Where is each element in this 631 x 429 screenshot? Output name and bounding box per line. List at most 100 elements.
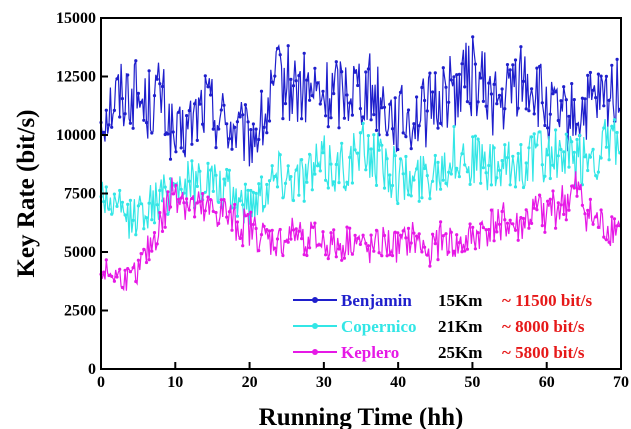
data-point [195,184,199,188]
data-point [310,225,314,229]
x-tick-label: 10 [167,374,183,391]
data-point [289,175,293,179]
data-point [425,109,429,113]
data-point [350,113,354,117]
data-point [187,208,191,212]
data-point [396,147,400,152]
data-point [599,156,603,160]
data-point [412,122,416,126]
data-point [120,200,124,204]
data-point [455,233,459,237]
data-point [546,153,550,157]
data-point [190,142,194,146]
data-point [583,212,587,216]
data-point [500,209,504,214]
data-point [497,168,502,172]
data-point [415,95,419,99]
data-point [530,135,534,139]
data-point [393,230,397,234]
data-point [233,202,237,207]
data-point [508,218,512,222]
data-point [115,275,119,279]
data-point [511,154,515,158]
legend-name: Keplero [341,343,399,362]
data-point [575,137,579,142]
data-point [177,110,181,114]
data-point [104,258,108,262]
data-point [126,267,130,271]
data-point [217,127,221,131]
data-point [366,67,370,71]
data-point [487,163,491,168]
legend-marker [312,323,318,329]
data-point [562,212,566,216]
data-point [302,199,306,203]
data-point [380,143,384,147]
data-point [313,66,317,70]
data-point [348,226,352,230]
data-point [449,172,453,176]
data-point [492,239,496,243]
data-point [150,249,154,253]
data-point [174,183,178,187]
data-point [251,222,255,227]
data-point [516,238,520,242]
data-point [350,252,354,256]
data-point [417,199,421,203]
data-point [163,225,167,229]
data-point [291,228,296,232]
data-point [423,98,427,103]
legend-marker [312,349,318,355]
legend-item-copernico: Copernico 21Km ~ 8000 bit/s [293,317,585,336]
data-point [190,196,194,201]
data-point [364,70,368,74]
data-point [452,75,456,79]
data-point [543,230,547,234]
data-point [473,62,477,66]
data-point [425,174,429,178]
data-point [273,246,277,250]
data-point [433,71,437,75]
data-point [535,143,539,147]
data-point [225,215,229,219]
data-point [110,125,114,129]
data-point [570,82,574,86]
data-point [235,220,239,224]
data-point [572,150,576,154]
legend: Benjamin 15Km ~ 11500 bit/s Copernico 21Km ~ … [293,291,592,362]
data-point [559,203,563,207]
data-point [396,201,400,206]
data-point [380,106,384,110]
data-point [225,167,229,172]
data-point [342,185,346,189]
data-point [107,123,111,127]
data-point [572,186,576,190]
data-point [168,157,173,161]
data-point [136,258,140,262]
data-point [572,98,576,102]
data-point [313,172,317,176]
data-point [217,221,221,226]
data-point [604,74,609,78]
data-point [511,222,515,226]
data-point [120,97,124,101]
y-tick-label: 12500 [56,69,96,86]
data-point [596,225,601,229]
data-point [390,127,395,131]
data-point [439,121,443,125]
data-point [254,127,258,131]
data-point [321,89,325,93]
data-point [548,197,552,201]
data-point [615,130,619,135]
data-point [182,201,186,205]
data-point [586,208,590,212]
data-point [297,74,301,78]
y-tick-label: 5000 [64,244,96,261]
data-point [270,80,274,84]
data-point [481,99,485,103]
data-point [104,108,108,112]
data-point [300,158,304,162]
data-point [431,232,435,236]
data-point [455,166,459,170]
